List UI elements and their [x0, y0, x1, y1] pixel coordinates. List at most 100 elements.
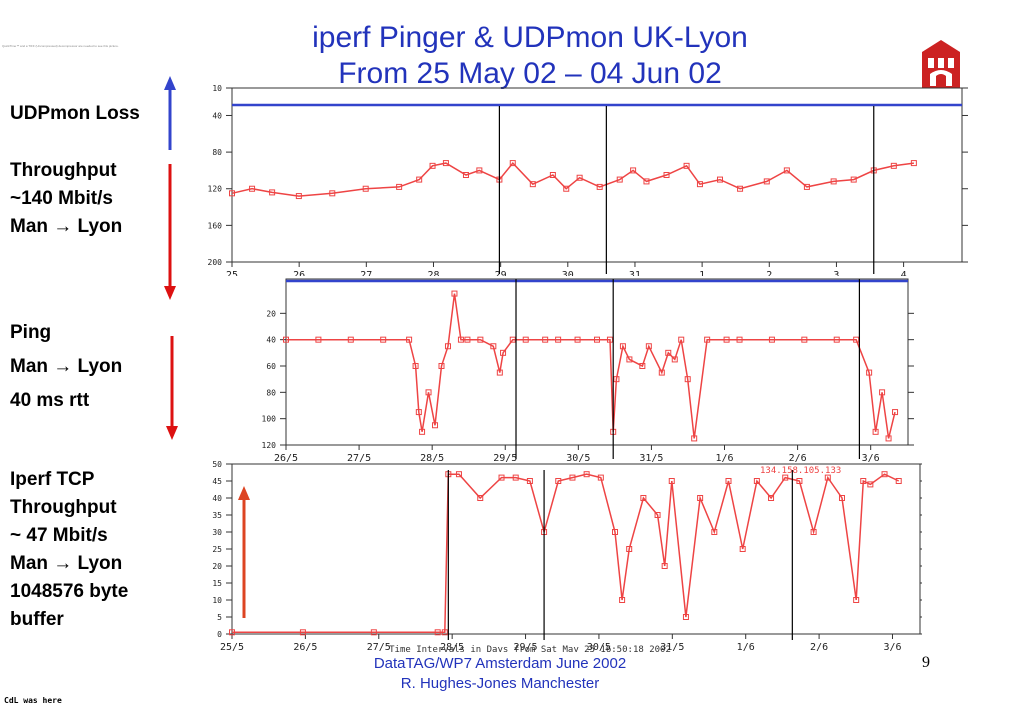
page-number: 9 — [922, 654, 930, 671]
y-tick-label: 80 — [212, 148, 222, 157]
data-point — [639, 363, 646, 369]
x-tick-label: 1/6 — [737, 642, 755, 652]
university-crest-icon — [922, 40, 960, 88]
y-tick-label: 160 — [208, 221, 223, 230]
y-tick-label: 10 — [212, 84, 222, 93]
throughput-label-line: Throughput — [10, 160, 117, 181]
series-line — [232, 473, 900, 634]
data-point — [425, 389, 432, 396]
x-tick-label: 27/5 — [367, 642, 391, 652]
data-point — [626, 356, 633, 363]
data-point — [910, 160, 917, 167]
data-point — [725, 478, 732, 484]
data-point — [438, 363, 445, 369]
data-point — [739, 546, 746, 552]
data-point — [416, 176, 423, 183]
ping-arrow — [166, 336, 178, 440]
data-point — [442, 160, 449, 167]
data-point — [881, 471, 888, 478]
x-tick-label: 2/6 — [789, 453, 807, 464]
data-point — [594, 336, 600, 343]
data-point — [645, 343, 652, 350]
data-point — [299, 629, 306, 636]
data-point — [429, 162, 436, 169]
data-point — [801, 336, 808, 343]
data-point — [526, 478, 533, 484]
y-tick-label: 120 — [208, 185, 223, 194]
data-point — [768, 336, 775, 343]
data-point — [419, 428, 426, 435]
data-point — [455, 471, 462, 478]
data-point — [496, 369, 503, 376]
x-tick-label: 3/6 — [883, 642, 901, 652]
data-point — [678, 336, 685, 343]
udpmon-loss-arrow — [164, 76, 176, 150]
x-tick-label: 28/5 — [420, 453, 444, 464]
data-point — [663, 172, 670, 178]
y-tick-label: 25 — [212, 545, 222, 554]
x-tick-label: 28 — [427, 270, 439, 276]
slide-title-line-2: From 25 May 02 – 04 Jun 02 — [338, 57, 722, 90]
y-tick-label: 0 — [217, 630, 222, 639]
data-point — [464, 336, 471, 343]
data-point — [529, 181, 536, 188]
data-point — [295, 193, 302, 200]
data-point — [717, 176, 724, 183]
data-point — [668, 478, 675, 484]
iperf-label-line: ~ 47 Mbit/s — [10, 525, 108, 546]
data-point — [563, 185, 570, 192]
x-tick-label: 25 — [226, 270, 238, 276]
data-point — [415, 409, 422, 416]
iperf-label-line: Iperf TCP — [10, 469, 95, 490]
data-point — [838, 495, 845, 501]
data-point — [583, 471, 590, 478]
data-point — [576, 174, 583, 181]
x-tick-label: 29/5 — [513, 642, 537, 652]
data-point — [597, 474, 604, 481]
data-point — [269, 189, 276, 196]
data-point — [737, 185, 744, 192]
data-point — [380, 336, 387, 343]
data-point — [682, 614, 689, 620]
data-point — [249, 185, 256, 192]
side-arrows — [164, 76, 178, 440]
data-point — [691, 435, 698, 442]
data-point — [626, 546, 633, 552]
data-point — [462, 172, 469, 178]
data-point — [895, 478, 902, 484]
data-point — [512, 474, 519, 481]
data-point — [853, 597, 860, 603]
plot-frame — [231, 87, 963, 263]
quicktime-placeholder-note: QuickTime™ and a TIFF (Uncompressed) dec… — [2, 44, 119, 48]
slide-title-line-1: iperf Pinger & UDPmon UK-Lyon — [312, 21, 748, 54]
data-point — [850, 176, 857, 183]
footer-line-1: DataTAG/WP7 Amsterdam June 2002 — [373, 655, 627, 672]
data-point — [434, 629, 441, 636]
data-point — [661, 563, 668, 569]
data-point — [796, 478, 803, 484]
data-point — [711, 529, 718, 535]
x-tick-label: 29/5 — [493, 453, 517, 464]
throughput-label: Throughput ~140 Mbit/s Man → Lyon — [10, 157, 122, 241]
data-point — [477, 495, 484, 501]
data-point — [683, 162, 690, 169]
y-tick-label: 80 — [266, 388, 276, 397]
ping-rtt-chart: 20 40 60 80 100 120 26/5 27/5 28/5 29/5 30/5 31/5 1/… — [262, 278, 914, 464]
data-point — [782, 474, 789, 481]
ping-label: Ping Man → Lyon 40 ms rtt — [10, 316, 122, 418]
y-tick-label: 45 — [212, 477, 222, 486]
data-point — [630, 167, 637, 174]
data-point — [370, 629, 377, 636]
data-point — [362, 185, 369, 192]
plot-frame — [285, 278, 909, 446]
data-point — [229, 190, 235, 197]
x-tick-label: 2 — [766, 270, 772, 276]
data-point — [613, 376, 620, 383]
x-tick-label: 28/5 — [440, 642, 464, 652]
data-point — [696, 181, 703, 188]
x-tick-label: 29 — [495, 270, 507, 276]
data-point — [866, 369, 873, 376]
y-tick-label: 120 — [262, 441, 277, 450]
data-point — [555, 336, 562, 343]
data-point — [697, 495, 704, 501]
